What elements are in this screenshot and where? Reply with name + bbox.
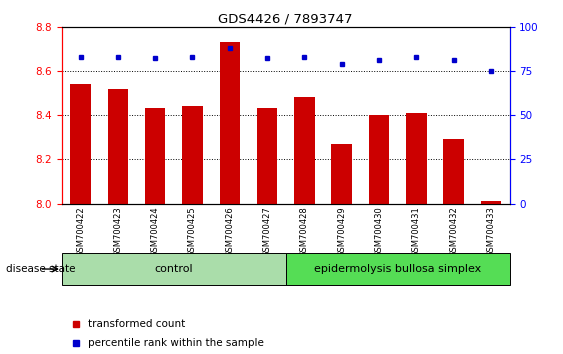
Bar: [285, 253, 510, 285]
Bar: [332, 144, 352, 204]
Text: GSM700426: GSM700426: [225, 206, 234, 257]
Bar: [220, 42, 240, 204]
Title: GDS4426 / 7893747: GDS4426 / 7893747: [218, 12, 353, 25]
Text: GSM700430: GSM700430: [374, 206, 383, 257]
Text: GSM700422: GSM700422: [76, 206, 85, 257]
Bar: [70, 84, 91, 204]
Bar: [145, 108, 166, 204]
Text: GSM700427: GSM700427: [262, 206, 271, 257]
Text: GSM700425: GSM700425: [188, 206, 197, 257]
Bar: [182, 106, 203, 204]
Bar: [369, 115, 389, 204]
Bar: [257, 108, 278, 204]
Text: epidermolysis bullosa simplex: epidermolysis bullosa simplex: [314, 264, 481, 274]
Text: percentile rank within the sample: percentile rank within the sample: [88, 338, 264, 348]
Bar: [443, 139, 464, 204]
Bar: [294, 97, 315, 204]
Bar: [406, 113, 427, 204]
Bar: [108, 88, 128, 204]
Text: GSM700424: GSM700424: [151, 206, 160, 257]
Text: GSM700432: GSM700432: [449, 206, 458, 257]
Bar: [481, 201, 501, 204]
Text: GSM700429: GSM700429: [337, 206, 346, 257]
Text: GSM700423: GSM700423: [113, 206, 122, 257]
Text: GSM700428: GSM700428: [300, 206, 309, 257]
Text: control: control: [154, 264, 193, 274]
Bar: [62, 253, 285, 285]
Text: GSM700433: GSM700433: [486, 206, 495, 257]
Text: GSM700431: GSM700431: [412, 206, 421, 257]
Text: disease state: disease state: [6, 264, 75, 274]
Text: transformed count: transformed count: [88, 319, 185, 329]
